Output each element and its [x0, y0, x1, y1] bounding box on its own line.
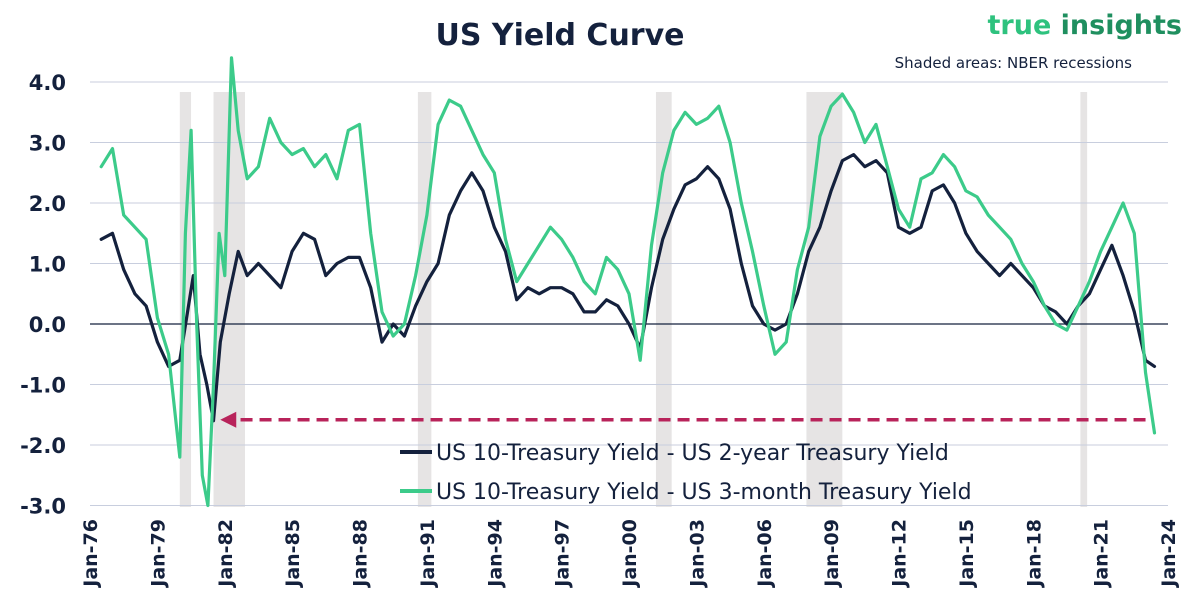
- x-tick-label-12: Jan-12: [889, 519, 911, 589]
- x-axis-ticks: Jan-76 Jan-79 Jan-82 Jan-85 Jan-88 Jan-91 Jan-…: [80, 519, 1180, 589]
- x-tick-label-16: Jan-24: [1158, 519, 1180, 589]
- brand-logo: true insights: [988, 10, 1183, 41]
- recession-band-0: [179, 92, 192, 507]
- y-tick-label-1: 3.0: [29, 132, 66, 156]
- brand-logo-part1: true: [988, 10, 1061, 41]
- x-tick-label-10: Jan-06: [754, 519, 776, 589]
- x-tick-label-9: Jan-03: [686, 519, 708, 589]
- x-tick-label-1: Jan-79: [147, 519, 169, 589]
- x-tick-label-7: Jan-97: [552, 519, 574, 589]
- x-tick-label-2: Jan-82: [215, 519, 237, 589]
- x-tick-label-5: Jan-91: [417, 519, 439, 589]
- x-tick-label-4: Jan-88: [350, 519, 372, 589]
- y-axis-ticks: 4.0 3.0 2.0 1.0 0.0 -1.0 -2.0 -3.0: [20, 71, 66, 519]
- reference-arrow: [220, 411, 1146, 428]
- svg-text:true insights: true insights: [988, 10, 1183, 41]
- legend-label-3m: US 10-Treasury Yield - US 3-month Treasu…: [436, 480, 972, 505]
- x-tick-label-3: Jan-85: [282, 519, 304, 589]
- legend: US 10-Treasury Yield - US 2-year Treasur…: [400, 441, 972, 505]
- y-tick-label-0: 4.0: [29, 71, 66, 95]
- arrow-head: [220, 411, 237, 428]
- x-tick-label-8: Jan-00: [619, 519, 641, 589]
- x-tick-label-14: Jan-18: [1023, 519, 1045, 589]
- recession-note: Shaded areas: NBER recessions: [895, 54, 1133, 72]
- brand-logo-part2: insights: [1061, 10, 1182, 41]
- x-tick-label-13: Jan-15: [956, 519, 978, 589]
- chart-title: US Yield Curve: [435, 18, 684, 53]
- y-tick-label-4: 0.0: [29, 313, 66, 337]
- series-line-0: [99, 153, 1157, 423]
- series-lines: [99, 56, 1157, 508]
- recession-band-4: [806, 92, 843, 507]
- x-tick-label-15: Jan-21: [1091, 519, 1113, 589]
- y-tick-label-5: -1.0: [20, 374, 66, 398]
- x-tick-label-11: Jan-09: [821, 519, 843, 589]
- y-tick-label-7: -3.0: [20, 495, 66, 519]
- legend-label-2y: US 10-Treasury Yield - US 2-year Treasur…: [436, 441, 949, 466]
- series-line-1: [99, 56, 1157, 508]
- y-tick-label-3: 1.0: [29, 253, 66, 277]
- y-tick-label-2: 2.0: [29, 192, 66, 216]
- x-tick-label-0: Jan-76: [80, 519, 102, 589]
- x-tick-label-6: Jan-94: [484, 519, 506, 589]
- y-tick-label-6: -2.0: [20, 434, 66, 458]
